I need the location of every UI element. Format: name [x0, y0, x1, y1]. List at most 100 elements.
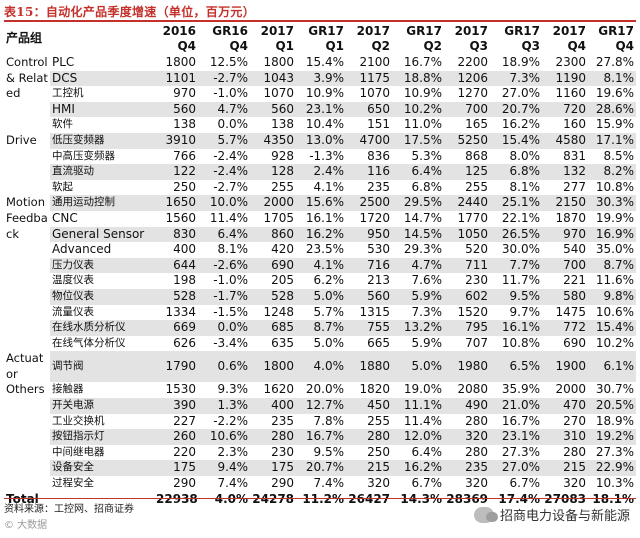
cell-6: 165 [465, 117, 489, 132]
cell-4: 320 [367, 476, 391, 491]
cell-3: -1.3% [309, 148, 345, 163]
cell-3: 23.5% [305, 242, 345, 257]
cell-6: 1050 [457, 226, 489, 241]
cell-4: 1820 [359, 382, 391, 397]
cell-1: -2.7% [213, 179, 249, 194]
cell-7: 30.0% [501, 242, 541, 257]
cell-6: 700 [465, 101, 489, 116]
cell-0: 3910 [165, 132, 197, 147]
table-title: 表15：自动化产品季度增速（单位，百万元） [4, 5, 256, 19]
cell-3: 13.0% [305, 132, 345, 147]
cell-6: 1980 [457, 359, 489, 374]
cell-8: 2000 [555, 382, 587, 397]
group-label: Control & Related [4, 55, 50, 133]
cell-8: 1160 [555, 86, 587, 101]
row-label: 工控机 [52, 87, 84, 100]
cell-7: 25.1% [501, 195, 541, 210]
cell-8: 4580 [555, 132, 587, 147]
cell-7: 20.7% [501, 101, 541, 116]
cell-0: 198 [173, 273, 197, 288]
cell-7: 6.7% [509, 476, 541, 491]
cell-8: 700 [563, 257, 587, 272]
table-row: 软起 250 -2.7% 255 4.1% 235 6.8% 255 8.1% 277 10.8% [4, 180, 636, 196]
cell-2: 860 [271, 226, 295, 241]
table-row: 开关电源 390 1.3% 400 12.7% 450 11.1% 490 21.0% 470 20… [4, 398, 637, 414]
table-row: Drive 低压变频器 3910 5.7% 4350 13.0% 4700 17.5% 5250… [4, 132, 637, 196]
row-label: General Sensor [52, 226, 145, 241]
cell-5: 5.0% [411, 359, 443, 374]
header-col-0: 2016 Q4 [162, 23, 197, 53]
total-cell-1: 4.0% [214, 491, 249, 506]
cell-2: 2000 [263, 195, 295, 210]
cell-8: 1475 [555, 304, 587, 319]
cell-6: 1520 [457, 304, 489, 319]
cell-0: 290 [173, 476, 197, 491]
cell-9: 35.0% [595, 242, 635, 257]
cell-6: 1270 [457, 86, 489, 101]
row-label: 在线水质分析仪 [52, 321, 126, 334]
cell-5: 6.4% [411, 164, 443, 179]
cell-1: -3.4% [213, 335, 249, 350]
cell-3: 12.7% [305, 398, 345, 413]
table-row: 物位仪表 528 -1.7% 528 5.0% 560 5.9% 602 9.5% 580 9.8% [4, 288, 637, 305]
cell-0: 1101 [165, 70, 197, 85]
cell-6: 235 [465, 460, 489, 475]
row-label: 直流驱动 [52, 165, 94, 178]
cell-7: 11.7% [501, 273, 541, 288]
cell-3: 6.2% [313, 273, 345, 288]
cell-1: -2.7% [213, 70, 249, 85]
cell-5: 10.9% [403, 86, 443, 101]
cell-8: 320 [563, 476, 587, 491]
cell-3: 4.1% [313, 257, 345, 272]
cell-9: 10.8% [595, 179, 635, 194]
cell-9: 19.2% [595, 429, 635, 444]
cell-5: 5.9% [411, 335, 443, 350]
cell-4: 755 [367, 320, 391, 335]
cell-2: 290 [271, 476, 295, 491]
cell-5: 12.0% [403, 429, 443, 444]
cell-0: 766 [173, 148, 197, 163]
table-row: 中间继电器 220 2.3% 230 9.5% 250 6.4% 280 27.3% 280 27.… [4, 445, 636, 461]
cell-4: 1175 [359, 70, 391, 85]
cell-5: 10.2% [403, 101, 443, 116]
header-col-5: GR17 Q2 [406, 23, 443, 53]
table-row: 在线水质分析仪 669 0.0% 685 8.7% 755 13.2% 795 16.1% 772… [4, 320, 637, 336]
cell-2: 175 [271, 460, 295, 475]
cell-5: 17.5% [403, 132, 443, 147]
cell-7: 21.0% [501, 398, 541, 413]
cell-6: 520 [465, 242, 489, 257]
row-label: Advanced [52, 242, 112, 257]
table-header: 产品组 2016 Q4 GR16 Q4 2017 Q1 GR17 Q1 2017 Q2 GR… [4, 22, 636, 55]
cell-0: 260 [173, 429, 197, 444]
cell-9: 19.6% [595, 86, 635, 101]
row-label: 物位仪表 [52, 289, 94, 302]
cell-7: 8.0% [509, 148, 541, 163]
watermark: © 大数据 [4, 520, 48, 531]
cell-0: 122 [173, 164, 197, 179]
row-label: 软件 [52, 118, 73, 131]
cell-6: 711 [465, 257, 489, 272]
group-label: Actuator [4, 351, 50, 383]
header-col-8: 2017 Q4 [552, 23, 587, 53]
cell-4: 250 [367, 444, 391, 459]
cell-2: 690 [271, 257, 295, 272]
cell-2: 230 [271, 444, 295, 459]
cell-9: 10.6% [595, 304, 635, 319]
cell-2: 1705 [263, 210, 295, 225]
cell-9: 18.9% [595, 413, 635, 428]
cell-8: 720 [563, 101, 587, 116]
top-rule [4, 20, 636, 22]
total-cell-2: 24278 [252, 491, 295, 506]
cell-2: 1800 [263, 359, 295, 374]
cell-7: 9.7% [509, 304, 541, 319]
cell-4: 450 [367, 398, 391, 413]
cell-9: 9.8% [603, 288, 635, 303]
cell-8: 2150 [555, 195, 587, 210]
cell-1: 0.0% [217, 117, 249, 132]
cell-0: 138 [173, 117, 197, 132]
cell-1: -1.5% [213, 304, 249, 319]
cell-2: 138 [271, 117, 295, 132]
cell-6: 2200 [457, 55, 489, 69]
cell-3: 20.0% [305, 382, 345, 397]
cell-9: 15.9% [595, 117, 635, 132]
